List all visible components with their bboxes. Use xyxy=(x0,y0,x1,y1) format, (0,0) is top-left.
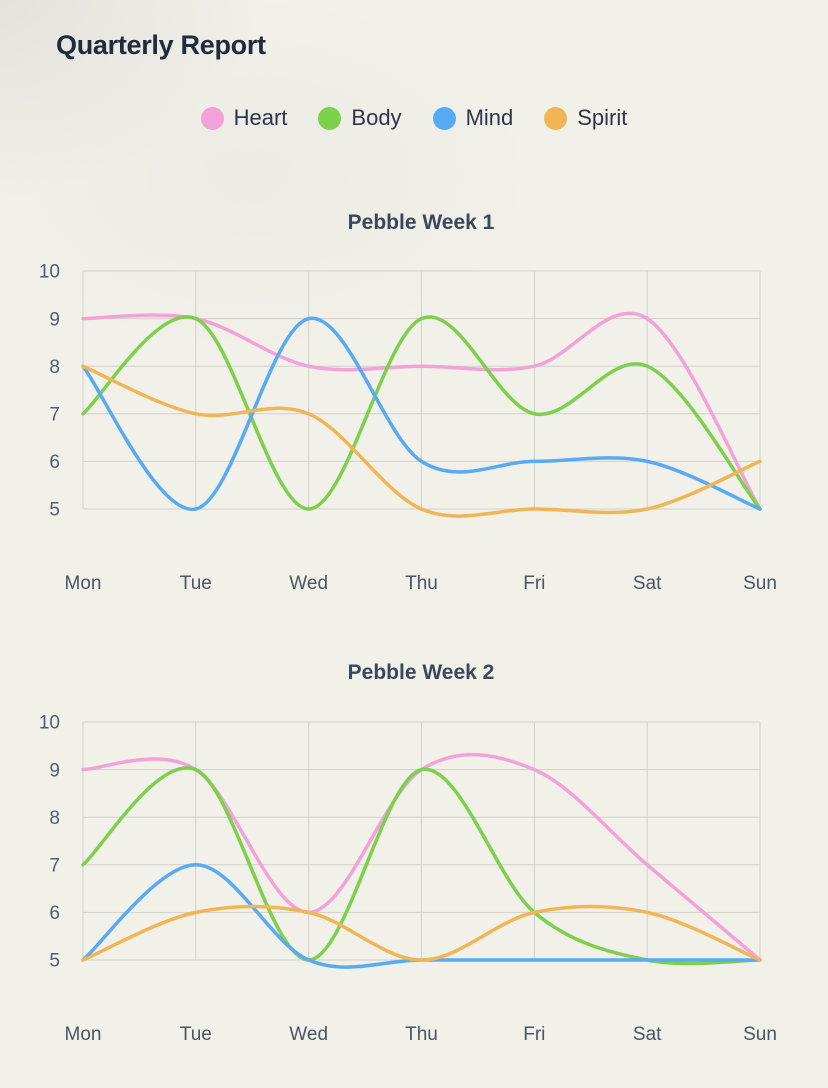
legend-item-spirit[interactable]: Spirit xyxy=(544,105,628,130)
x-tick-wed: Wed xyxy=(289,573,328,594)
y-tick-10: 10 xyxy=(39,713,60,734)
legend-label-body: Body xyxy=(351,105,402,130)
y-tick-10: 10 xyxy=(39,262,60,283)
y-tick-6: 6 xyxy=(49,452,60,473)
y-tick-5: 5 xyxy=(49,951,60,972)
x-tick-fri: Fri xyxy=(523,573,545,594)
x-tick-wed: Wed xyxy=(289,1024,328,1045)
y-tick-7: 7 xyxy=(49,855,60,876)
y-tick-6: 6 xyxy=(49,903,60,924)
series-line-mind xyxy=(81,316,762,511)
series-line-spirit xyxy=(81,364,762,518)
series-line-spirit xyxy=(81,904,762,962)
page-title: Quarterly Report xyxy=(56,30,266,60)
mind-swatch-icon xyxy=(432,106,456,130)
x-tick-fri: Fri xyxy=(523,1024,545,1045)
x-tick-sun: Sun xyxy=(743,573,777,594)
legend-label-mind: Mind xyxy=(465,105,514,130)
body-swatch-icon xyxy=(318,106,342,130)
series-line-body xyxy=(81,766,762,966)
x-tick-sat: Sat xyxy=(633,1024,662,1045)
legend-item-body[interactable]: Body xyxy=(318,105,402,130)
chart-plot-week-2[interactable]: 10 9 8 7 6 5 Mon Tue Wed Thu Fri Sat Sun xyxy=(0,712,828,1052)
chart-canvas[interactable]: 10 9 8 7 6 5 Mon Tue Wed Thu Fri Sat Sun xyxy=(0,712,828,1052)
legend-label-heart: Heart xyxy=(233,105,288,130)
x-tick-mon: Mon xyxy=(65,573,102,594)
y-tick-9: 9 xyxy=(49,760,60,781)
x-tick-tue: Tue xyxy=(180,573,212,594)
x-tick-thu: Thu xyxy=(405,573,438,594)
chart-title-week-1: Pebble Week 1 xyxy=(347,211,495,234)
chart-canvas[interactable]: 10 9 8 7 6 5 Mon Tue Wed Thu Fri Sat Sun xyxy=(0,261,828,601)
legend-item-heart[interactable]: Heart xyxy=(200,105,288,130)
x-tick-thu: Thu xyxy=(405,1024,438,1045)
y-tick-7: 7 xyxy=(49,404,60,425)
y-tick-9: 9 xyxy=(49,309,60,330)
x-tick-mon: Mon xyxy=(65,1024,102,1045)
x-tick-tue: Tue xyxy=(180,1024,212,1045)
y-tick-5: 5 xyxy=(49,500,60,521)
heart-swatch-icon xyxy=(200,106,224,130)
chart-plot-week-1[interactable]: 10 9 8 7 6 5 Mon Tue Wed Thu Fri Sat Sun xyxy=(0,261,828,601)
spirit-swatch-icon xyxy=(544,106,568,130)
chart-title-week-2: Pebble Week 2 xyxy=(347,661,495,684)
y-tick-8: 8 xyxy=(49,808,60,829)
x-tick-sat: Sat xyxy=(633,573,662,594)
x-tick-sun: Sun xyxy=(743,1024,777,1045)
series-line-body xyxy=(81,315,762,511)
legend-label-spirit: Spirit xyxy=(577,105,628,130)
y-tick-8: 8 xyxy=(49,357,60,378)
legend-item-mind[interactable]: Mind xyxy=(432,105,514,130)
chart-legend: Heart Body Mind Spirit xyxy=(0,102,828,134)
